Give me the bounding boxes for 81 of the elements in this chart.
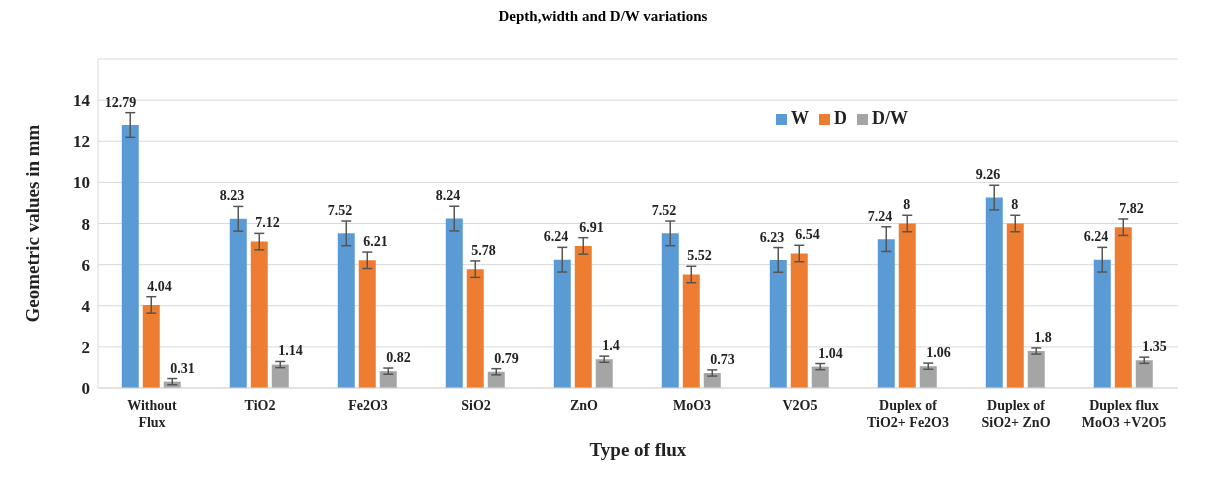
- x-tick-label: Duplex flux MoO3 +V2O5: [1081, 398, 1167, 430]
- data-label: 0.79: [494, 350, 519, 366]
- bar: [445, 218, 463, 388]
- bar: [790, 253, 808, 388]
- data-label: 6.23: [759, 229, 785, 245]
- bar: [379, 371, 397, 388]
- y-tick-label: 14: [73, 91, 91, 111]
- bar: [466, 269, 484, 388]
- y-tick-label: 10: [73, 173, 90, 193]
- bar: [142, 304, 160, 388]
- data-label: 7.82: [1119, 200, 1144, 216]
- data-label: 1.8: [1034, 329, 1052, 345]
- data-label: 7.52: [327, 203, 353, 219]
- bar: [121, 125, 139, 388]
- legend-label: D: [834, 108, 847, 128]
- data-label: 6.91: [579, 219, 604, 235]
- data-label: 5.78: [471, 242, 496, 258]
- x-tick-label: Without Flux: [127, 398, 178, 430]
- x-tick-label: Duplex of SiO2+ ZnO: [981, 398, 1051, 430]
- bar: [919, 366, 937, 388]
- bar: [595, 359, 613, 388]
- data-label: 8.23: [219, 188, 245, 204]
- data-label: 1.06: [926, 345, 951, 361]
- data-label: 6.24: [543, 229, 569, 245]
- x-tick-label: SiO2: [461, 398, 491, 413]
- bar: [250, 241, 268, 388]
- data-label: 8: [903, 197, 911, 213]
- y-tick-label: 0: [81, 379, 90, 399]
- y-axis-title: Geometric values in mm: [21, 124, 43, 323]
- bar: [811, 366, 829, 388]
- data-label: 12.79: [104, 94, 137, 110]
- data-label: 0.82: [386, 350, 411, 366]
- bar: [1114, 227, 1132, 388]
- bar: [1006, 223, 1024, 388]
- data-label: 7.52: [651, 203, 677, 219]
- data-label: 8.24: [435, 188, 461, 204]
- x-tick-label: MoO3: [672, 398, 712, 413]
- legend-label: W: [791, 108, 809, 128]
- data-label: 4.04: [147, 278, 172, 294]
- bar: [358, 260, 376, 388]
- chart-title: Depth,width and D/W variations: [497, 8, 709, 25]
- data-label: 1.4: [602, 338, 620, 354]
- y-tick-label: 12: [73, 132, 90, 152]
- bar: [898, 223, 916, 388]
- y-tick-label: 8: [81, 214, 90, 234]
- bar: [337, 233, 355, 388]
- legend-label: D/W: [872, 108, 908, 128]
- data-label: 1.14: [278, 343, 303, 359]
- bar: [271, 364, 289, 388]
- bar: [1135, 360, 1153, 388]
- data-label: 6.21: [363, 234, 388, 250]
- data-label: 8: [1011, 197, 1019, 213]
- bar: [1093, 259, 1111, 388]
- data-label: 7.12: [255, 215, 280, 231]
- bar: [769, 259, 787, 388]
- y-tick-label: 4: [81, 296, 91, 316]
- data-label: 5.52: [687, 248, 712, 264]
- data-label: 6.24: [1083, 229, 1109, 245]
- y-tick-label: 6: [81, 255, 90, 275]
- bar: [877, 239, 895, 388]
- bar: [985, 197, 1003, 388]
- y-tick-label: 2: [81, 337, 90, 357]
- data-label: 9.26: [975, 167, 1001, 183]
- x-tick-label: TiO2: [244, 398, 276, 413]
- x-axis-title: Type of flux: [589, 439, 687, 460]
- bar: [682, 274, 700, 388]
- data-label: 1.04: [818, 345, 843, 361]
- bar: [229, 218, 247, 388]
- x-tick-label: ZnO: [569, 398, 599, 413]
- data-label: 1.35: [1142, 339, 1167, 355]
- x-tick-label: V2O5: [782, 398, 818, 413]
- data-label: 7.24: [867, 208, 893, 224]
- x-tick-label: Duplex of TiO2+ Fe2O3: [867, 398, 949, 430]
- bar: [1027, 350, 1045, 388]
- bar: [661, 233, 679, 388]
- data-label: 0.73: [710, 351, 735, 367]
- data-label: 6.54: [795, 227, 820, 243]
- bar: [574, 245, 592, 388]
- data-label: 0.31: [170, 360, 195, 376]
- x-tick-label: Fe2O3: [348, 398, 388, 413]
- bar: [553, 259, 571, 388]
